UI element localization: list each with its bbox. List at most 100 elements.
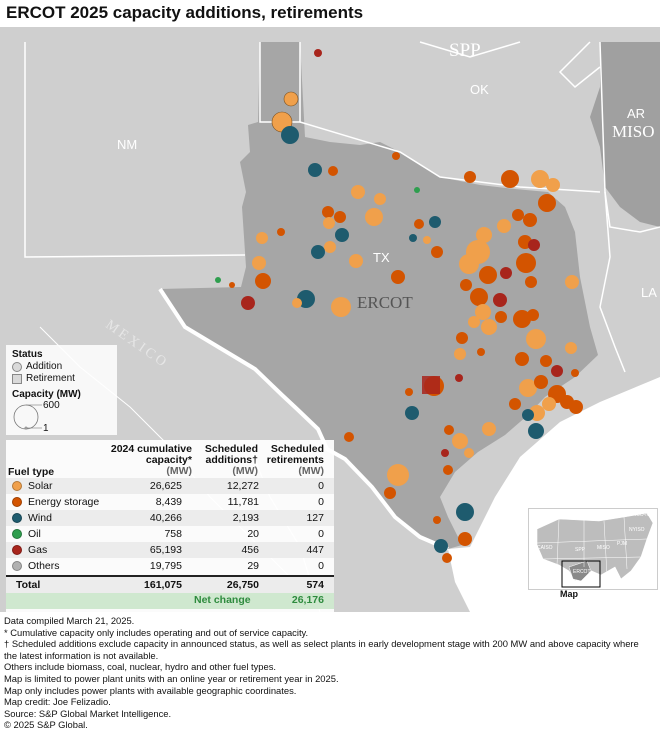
- solar-marker: [351, 185, 365, 199]
- gas-marker: [455, 374, 463, 382]
- storage-marker: [456, 332, 468, 344]
- solar-marker: [476, 227, 492, 243]
- ar-state-label: AR: [627, 106, 646, 121]
- gas-marker: [493, 293, 507, 307]
- net-change-row: Net change 26,176: [6, 593, 334, 609]
- table-row: Gas 65,193 456 447: [6, 542, 334, 558]
- storage-marker: [255, 273, 271, 289]
- note-map-limited: Map is limited to power plant units with…: [4, 672, 339, 684]
- storage-marker: [277, 228, 285, 236]
- plant-markers: [215, 49, 583, 563]
- wind-marker: [434, 539, 448, 553]
- capacity-legend-title: Capacity (MW): [12, 389, 81, 400]
- solar-swatch: [12, 481, 22, 491]
- solar-marker: [365, 208, 383, 226]
- wind-marker: [528, 423, 544, 439]
- solar-marker: [324, 241, 336, 253]
- miso-region: [590, 42, 660, 227]
- storage-marker: [405, 388, 413, 396]
- mexico-border: [158, 287, 449, 551]
- col2-header: Scheduled additions† (MW): [204, 443, 258, 477]
- solar-marker: [475, 304, 491, 320]
- storage-marker: [540, 355, 552, 367]
- storage-marker: [569, 400, 583, 414]
- oil-marker: [414, 187, 420, 193]
- wind-marker: [281, 126, 299, 144]
- size-legend-max: 600: [43, 400, 60, 411]
- gas-marker: [551, 365, 563, 377]
- storage-marker: [443, 465, 453, 475]
- size-legend-large: [13, 404, 39, 430]
- solar-marker: [387, 464, 409, 486]
- storage-marker: [534, 375, 548, 389]
- note-map-coordinates: Map only includes power plants with avai…: [4, 684, 297, 696]
- wind-marker: [456, 503, 474, 521]
- storage-marker: [464, 171, 476, 183]
- wind-marker: [522, 409, 534, 421]
- footnotes: Data compiled March 21, 2025. * Cumulati…: [4, 615, 654, 731]
- storage-marker: [442, 553, 452, 563]
- gas-marker: [528, 239, 540, 251]
- storage-marker: [525, 276, 537, 288]
- solar-marker: [497, 219, 511, 233]
- solar-marker: [452, 433, 468, 449]
- addition-swatch: [12, 361, 22, 372]
- size-legend-small: [24, 426, 28, 430]
- solar-marker: [459, 254, 479, 274]
- oil-marker: [215, 277, 221, 283]
- solar-marker: [526, 329, 546, 349]
- table-row: Wind 40,266 2,193 127: [6, 510, 334, 526]
- storage-marker: [229, 282, 235, 288]
- wind-marker: [335, 228, 349, 242]
- storage-marker: [470, 288, 488, 306]
- storage-marker: [433, 516, 441, 524]
- note-cumulative: * Cumulative capacity only includes oper…: [4, 626, 309, 638]
- solar-marker: [468, 316, 480, 328]
- solar-marker: [292, 298, 302, 308]
- storage-marker: [509, 398, 521, 410]
- solar-marker: [423, 236, 431, 244]
- storage-marker: [414, 219, 424, 229]
- note-others: Others include biomass, coal, nuclear, h…: [4, 661, 277, 673]
- wind-marker: [429, 216, 441, 228]
- spp-label: SPP: [449, 40, 481, 61]
- storage-marker: [384, 487, 396, 499]
- miso-label: MISO: [612, 122, 655, 141]
- note-source: Source: S&P Global Market Intelligence.: [4, 707, 172, 719]
- storage-marker: [392, 152, 400, 160]
- storage-marker: [495, 311, 507, 323]
- solar-marker: [482, 422, 496, 436]
- retirement-marker: [422, 376, 440, 394]
- solar-marker: [542, 397, 556, 411]
- capacity-table: 2024 cumulative capacity* (MW) Scheduled…: [6, 440, 334, 612]
- size-legend-min: 1: [43, 423, 49, 434]
- storage-marker: [334, 211, 346, 223]
- retirement-swatch: [12, 373, 22, 384]
- table-row: Others 19,795 29 0: [6, 558, 334, 574]
- storage-swatch: [12, 497, 22, 507]
- note-scheduled-additions: † Scheduled additions exclude capacity i…: [4, 638, 639, 661]
- storage-marker: [571, 369, 579, 377]
- solar-marker: [565, 342, 577, 354]
- table-row: Oil 758 20 0: [6, 526, 334, 542]
- solar-marker: [331, 297, 351, 317]
- map-legend: Status Addition Retirement Capacity (MW)…: [6, 345, 117, 435]
- solar-marker: [546, 178, 560, 192]
- storage-marker: [515, 352, 529, 366]
- storage-marker: [516, 253, 536, 273]
- addition-label: Addition: [26, 361, 63, 372]
- solar-marker: [565, 275, 579, 289]
- storage-marker: [391, 270, 405, 284]
- storage-marker: [538, 194, 556, 212]
- state-borders: [24, 41, 660, 373]
- us-inset-map: CAISO SPP MISO PJM NYISO ISO-NE ERCOT: [528, 508, 658, 590]
- nm-state-label: NM: [117, 137, 138, 152]
- storage-marker: [460, 279, 472, 291]
- wind-marker: [311, 245, 325, 259]
- storage-marker: [477, 348, 485, 356]
- oil-swatch: [12, 529, 22, 539]
- storage-marker: [513, 310, 531, 328]
- tx-state-label: TX: [373, 250, 390, 265]
- ercot-label: ERCOT: [357, 293, 413, 312]
- storage-marker: [431, 246, 443, 258]
